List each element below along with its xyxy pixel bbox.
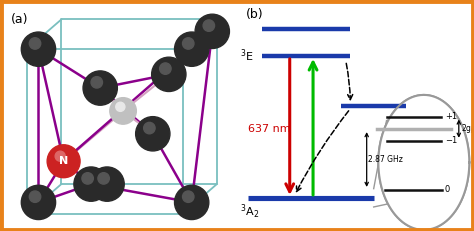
Circle shape bbox=[91, 77, 102, 88]
Circle shape bbox=[136, 117, 170, 151]
Circle shape bbox=[144, 122, 155, 134]
Circle shape bbox=[74, 167, 108, 201]
Circle shape bbox=[174, 32, 209, 66]
Text: (b): (b) bbox=[246, 8, 263, 21]
Circle shape bbox=[21, 32, 55, 66]
Circle shape bbox=[47, 145, 80, 178]
Circle shape bbox=[98, 173, 109, 184]
Circle shape bbox=[116, 102, 125, 111]
Circle shape bbox=[110, 98, 137, 124]
Circle shape bbox=[160, 63, 171, 74]
Ellipse shape bbox=[378, 95, 469, 230]
Text: 637 nm: 637 nm bbox=[248, 124, 291, 134]
Circle shape bbox=[152, 57, 186, 91]
Circle shape bbox=[83, 71, 118, 105]
Circle shape bbox=[174, 185, 209, 219]
Text: 2g$\mu$B$_0$: 2g$\mu$B$_0$ bbox=[461, 122, 474, 135]
Circle shape bbox=[203, 20, 215, 31]
Text: 2.87 GHz: 2.87 GHz bbox=[368, 155, 403, 164]
Circle shape bbox=[21, 185, 55, 219]
Text: −1: −1 bbox=[445, 136, 457, 145]
Circle shape bbox=[182, 38, 194, 49]
Text: $^3$A$_2$: $^3$A$_2$ bbox=[239, 202, 259, 221]
Text: (a): (a) bbox=[11, 13, 28, 26]
Text: 0: 0 bbox=[445, 185, 450, 194]
Circle shape bbox=[55, 151, 65, 161]
Text: N: N bbox=[59, 156, 68, 166]
Text: +1: +1 bbox=[445, 112, 457, 121]
Circle shape bbox=[182, 191, 194, 202]
Text: $^3$E: $^3$E bbox=[239, 48, 253, 64]
Circle shape bbox=[90, 167, 124, 201]
Circle shape bbox=[29, 191, 41, 202]
Text: $^1$A$_1$: $^1$A$_1$ bbox=[411, 97, 430, 116]
Circle shape bbox=[82, 173, 93, 184]
Circle shape bbox=[195, 14, 229, 49]
Circle shape bbox=[29, 38, 41, 49]
